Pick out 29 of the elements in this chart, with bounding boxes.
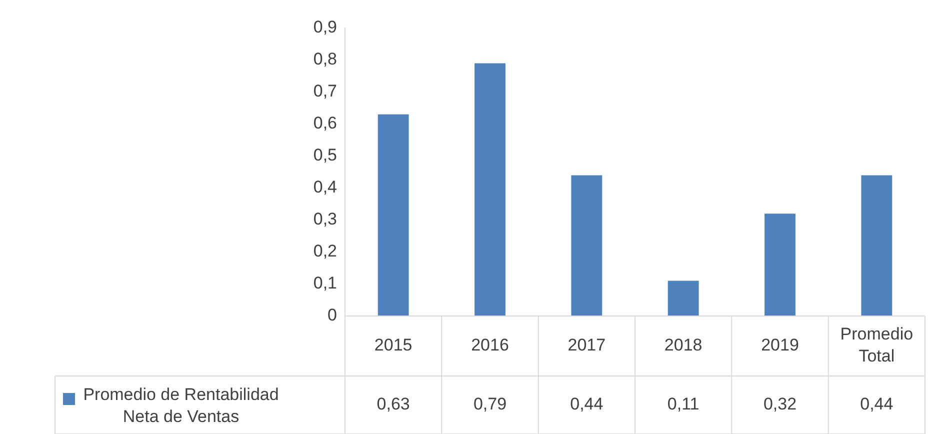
data-label: 0,32 (763, 394, 797, 414)
x-tick-label: 2017 (568, 336, 606, 355)
bar (378, 114, 409, 316)
y-tick-label: 0,1 (313, 274, 337, 293)
y-tick-label: 0,7 (313, 82, 337, 101)
bar (861, 175, 892, 316)
data-label: 0,44 (570, 394, 604, 414)
x-tick-label: Promedio Total (840, 324, 914, 366)
y-tick-label: 0,9 (313, 18, 337, 37)
x-tick-label: 2019 (761, 336, 799, 355)
y-tick-label: 0,6 (313, 114, 337, 133)
x-tick-label: 2015 (374, 336, 412, 355)
legend-label: Promedio de Rentabilidad Neta de Ventas (82, 384, 280, 428)
bar (571, 175, 602, 316)
y-tick-label: 0,2 (313, 242, 337, 261)
data-label: 0,44 (860, 394, 894, 414)
data-label: 0,79 (473, 394, 507, 414)
x-tick-label: 2018 (664, 336, 702, 355)
x-tick-label: 2016 (471, 336, 509, 355)
y-tick-label: 0,5 (313, 146, 337, 165)
y-tick-label: 0,4 (313, 178, 337, 197)
y-tick-label: 0 (328, 306, 337, 325)
bar (668, 280, 699, 316)
bar (764, 214, 796, 316)
data-label: 0,63 (376, 394, 410, 414)
bar (474, 63, 506, 316)
y-tick-label: 0,8 (313, 50, 337, 69)
data-label: 0,11 (667, 394, 700, 414)
y-tick-label: 0,3 (313, 210, 337, 229)
